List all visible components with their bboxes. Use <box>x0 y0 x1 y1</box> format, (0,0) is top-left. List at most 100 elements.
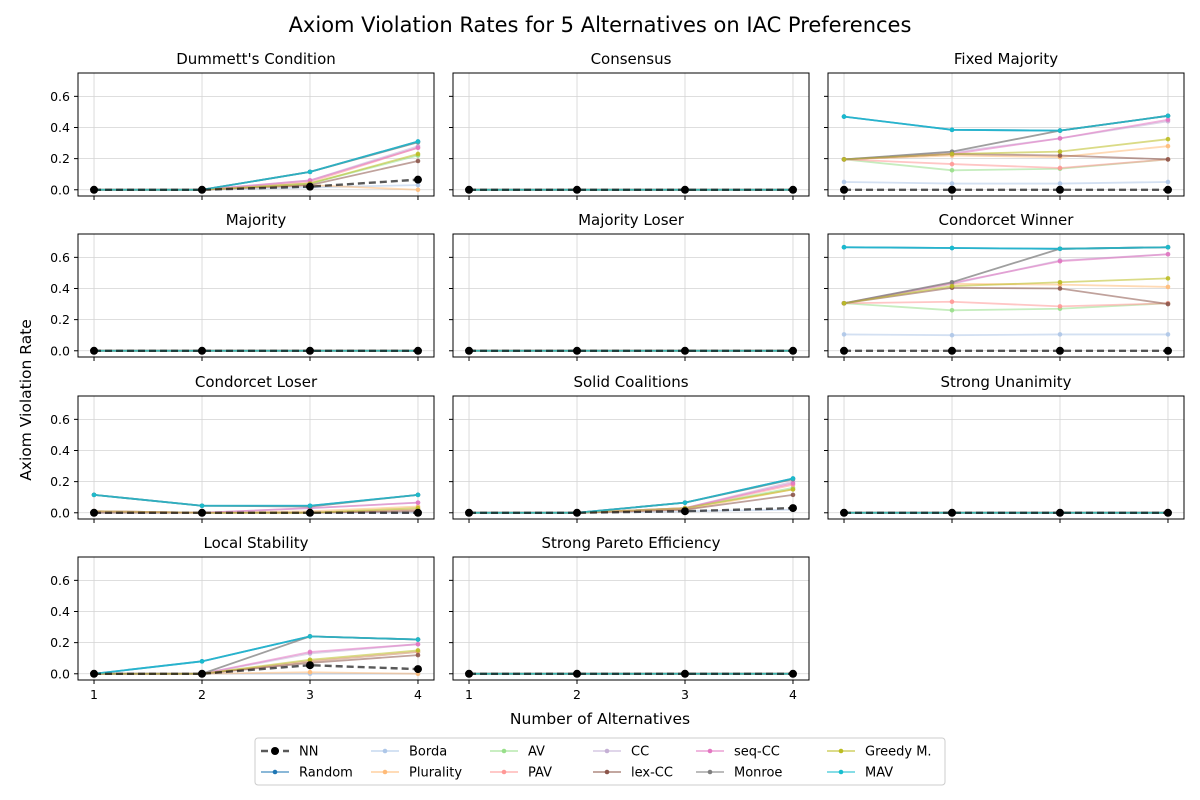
series-mav <box>841 244 1171 252</box>
data-point-nn <box>90 669 99 678</box>
data-point-greedy-m <box>1165 136 1171 142</box>
data-point-greedy-m <box>841 300 847 306</box>
legend-marker <box>501 748 507 754</box>
panel-title: Dummett's Condition <box>176 50 336 68</box>
data-point-nn <box>680 185 689 194</box>
series-mav <box>91 139 421 193</box>
panel-local-stability: Local Stability 0.0 0.2 0.4 0.6 1 2 3 4 <box>50 534 435 702</box>
panel-dummett-s-condition: Dummett's Condition 0.0 0.2 0.4 0.6 <box>50 50 435 200</box>
data-point-nn <box>1055 185 1064 194</box>
data-point-nn <box>198 508 207 517</box>
data-point-nn <box>305 661 314 670</box>
x-tick-label: 1 <box>465 687 473 702</box>
data-point-mav <box>415 139 421 144</box>
data-point-nn <box>788 346 797 355</box>
data-point-plurality <box>1165 143 1171 149</box>
legend-marker <box>838 748 844 754</box>
data-point-seq-cc <box>1165 251 1171 257</box>
data-point-nn <box>413 175 422 184</box>
y-tick-label: 0.6 <box>50 573 70 588</box>
legend-label: lex-CC <box>631 766 673 781</box>
x-tick-label: 2 <box>573 687 581 702</box>
data-point-greedy-m <box>415 151 421 157</box>
legend-entry-monroe: Monroe <box>696 766 782 781</box>
legend-label: Greedy M. <box>865 745 932 760</box>
data-point-mav <box>1165 244 1171 250</box>
panel-title: Fixed Majority <box>954 50 1058 68</box>
legend-entry-random: Random <box>261 766 353 781</box>
panel-title: Majority <box>226 211 287 229</box>
data-point-borda <box>1057 332 1063 337</box>
data-point-mav <box>199 503 205 509</box>
data-point-seq-cc <box>415 145 421 151</box>
data-point-plurality <box>1165 284 1171 290</box>
data-point-greedy-m <box>1057 279 1063 285</box>
series-line-mav <box>843 114 1169 132</box>
data-point-pav <box>1057 304 1063 309</box>
data-point-seq-cc <box>1057 258 1063 264</box>
data-point-mav <box>790 476 796 481</box>
data-point-nn <box>465 185 474 194</box>
series-pav <box>841 299 1171 309</box>
data-point-nn <box>680 669 689 678</box>
legend-label: NN <box>299 745 318 760</box>
panel-majority: Majority 0.0 0.2 0.4 0.6 <box>50 211 435 361</box>
x-tick-label: 1 <box>90 687 98 702</box>
data-point-monroe <box>949 279 955 285</box>
data-point-nn <box>198 185 207 194</box>
data-point-nn <box>305 508 314 517</box>
data-point-pav <box>1057 165 1063 171</box>
data-point-nn <box>840 508 849 517</box>
y-tick-label: 0.4 <box>50 604 70 619</box>
data-point-lex-cc <box>790 492 796 498</box>
data-point-nn <box>198 346 207 355</box>
legend-marker <box>838 769 844 775</box>
series-nn <box>840 185 1172 194</box>
series-av <box>841 157 1171 173</box>
data-point-pav <box>949 299 955 305</box>
data-point-nn <box>948 346 957 355</box>
x-tick-label: 2 <box>198 687 206 702</box>
data-point-greedy-m <box>790 487 796 492</box>
y-tick-label: 0.6 <box>50 89 70 104</box>
panel-strong-unanimity: Strong Unanimity <box>824 373 1185 523</box>
legend-frame <box>254 737 946 786</box>
legend-label: Borda <box>409 745 447 760</box>
panel-fixed-majority: Fixed Majority <box>824 50 1185 200</box>
series-line-av <box>843 302 1169 312</box>
data-point-borda <box>1165 179 1171 185</box>
data-point-borda <box>949 181 955 186</box>
series-mav <box>841 113 1171 133</box>
series-mav <box>91 492 421 509</box>
legend-label: Monroe <box>734 766 782 781</box>
series-nn <box>90 508 422 517</box>
data-point-mav <box>415 637 421 642</box>
y-tick-label: 0.4 <box>50 281 70 296</box>
data-point-lex-cc <box>415 158 421 164</box>
data-point-mav <box>949 245 955 251</box>
series-line-greedy-m <box>843 277 1169 305</box>
legend-entry-lex-cc: lex-CC <box>593 766 673 781</box>
series-greedy-m <box>841 276 1171 306</box>
data-point-nn <box>90 508 99 517</box>
series-borda <box>841 179 1171 186</box>
data-point-nn <box>573 346 582 355</box>
panel-frame <box>452 72 810 197</box>
y-tick-label: 0.0 <box>50 182 70 197</box>
legend-marker <box>604 769 610 775</box>
series-line-nn <box>94 664 419 675</box>
panel-frame <box>452 395 810 520</box>
series-line-pav <box>843 158 1169 169</box>
data-point-nn <box>465 346 474 355</box>
data-point-nn <box>840 185 849 194</box>
x-tick-label: 3 <box>306 687 314 702</box>
figure-title: Axiom Violation Rates for 5 Alternatives… <box>289 13 912 37</box>
series-greedy-m <box>841 136 1171 162</box>
series-seq-cc <box>91 145 421 193</box>
data-point-nn <box>948 185 957 194</box>
series-nn <box>90 175 422 194</box>
panel-frame <box>77 556 435 681</box>
legend-label: CC <box>631 745 649 760</box>
data-point-mav <box>415 492 421 498</box>
legend-label: Random <box>299 766 353 781</box>
